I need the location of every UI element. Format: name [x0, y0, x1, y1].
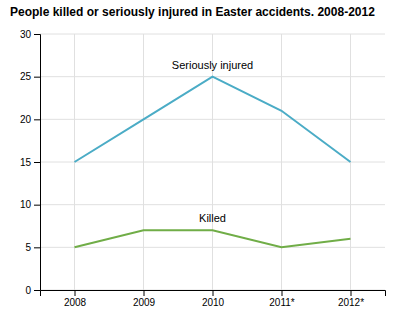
- tick-mark: [34, 77, 40, 78]
- annotations: Seriously injured Killed: [172, 59, 253, 225]
- tick-mark: [34, 205, 40, 206]
- tick: 2009: [133, 290, 156, 308]
- x-axis: 2008 2009 2010 2011* 2012*: [41, 290, 386, 308]
- tick: 10: [20, 199, 40, 210]
- tick-label: 0: [25, 285, 31, 296]
- grid: [40, 34, 385, 290]
- tick: 30: [20, 29, 40, 40]
- grid-line: [281, 34, 282, 290]
- tick-label: 30: [20, 29, 32, 40]
- line: [75, 77, 351, 162]
- tick-mark: [34, 162, 40, 163]
- tick-label: 2008: [64, 297, 87, 308]
- series-label: Killed: [199, 212, 226, 224]
- series-label: Seriously injured: [172, 59, 253, 71]
- axis-line: [41, 291, 386, 297]
- tick-mark: [351, 290, 352, 296]
- plot: 0 5 10 15 20 25 30 2008 2009 2010 2011* 2012* Seriou…: [20, 29, 386, 308]
- tick-label: 20: [20, 114, 32, 125]
- tick-mark: [34, 34, 40, 35]
- tick: 0: [25, 285, 40, 296]
- grid-line: [143, 34, 144, 290]
- tick: 20: [20, 114, 40, 125]
- tick-mark: [282, 290, 283, 296]
- line: [75, 230, 351, 247]
- tick: 2010: [202, 290, 225, 308]
- tick-label: 2012*: [338, 297, 364, 308]
- axis-line: [34, 35, 41, 291]
- tick: 25: [20, 71, 40, 82]
- tick-mark: [34, 119, 40, 120]
- tick-label: 2010: [202, 297, 225, 308]
- tick-label: 10: [20, 199, 32, 210]
- tick: 5: [25, 242, 40, 253]
- tick-mark: [34, 290, 40, 291]
- tick: 15: [20, 157, 40, 168]
- tick-mark: [144, 290, 145, 296]
- title-line: People killed or seriously injured in Ea…: [10, 5, 375, 19]
- y-axis: 0 5 10 15 20 25 30: [20, 29, 41, 296]
- chart: People killed or seriously injured in Ea…: [0, 0, 400, 320]
- lines: [75, 77, 351, 248]
- tick-label: 2011*: [269, 297, 295, 308]
- tick-mark: [213, 290, 214, 296]
- tick-label: 25: [20, 71, 32, 82]
- tick: 2008: [64, 290, 87, 308]
- tick-mark: [75, 290, 76, 296]
- tick: 2011*: [269, 290, 295, 308]
- tick-label: 2009: [133, 297, 156, 308]
- grid-line: [212, 34, 213, 290]
- tick-mark: [34, 247, 40, 248]
- tick-label: 15: [20, 157, 32, 168]
- title: People killed or seriously injured in Ea…: [10, 5, 375, 19]
- tick: 2012*: [338, 290, 364, 308]
- tick-label: 5: [25, 242, 31, 253]
